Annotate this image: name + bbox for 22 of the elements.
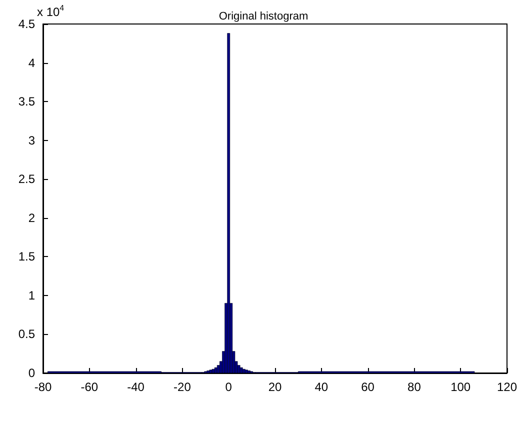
x-tick-label: 0	[225, 380, 232, 394]
x-tick-label: 60	[361, 380, 375, 394]
y-tick-label: 4.5	[18, 17, 36, 31]
x-tick-label: 100	[450, 380, 471, 394]
x-tick-label: 20	[268, 380, 282, 394]
y-tick-label: 3	[28, 133, 36, 148]
x-tick-label: -60	[80, 380, 98, 394]
x-tick-label: -80	[34, 380, 52, 394]
y-tick-label: 4	[28, 56, 36, 70]
y-tick-label: 0.5	[18, 327, 36, 342]
x-tick-label: -20	[174, 380, 192, 394]
chart-title: Original histogram	[218, 10, 308, 22]
y-tick-label: 0	[28, 366, 36, 380]
y-tick-label: 3.5	[18, 94, 36, 109]
x-tick-label: 80	[408, 380, 422, 394]
y-tick-label: 1.5	[18, 250, 36, 264]
x-tick-label: -40	[127, 380, 145, 394]
y-tick-label: 1	[28, 288, 36, 302]
x-tick-label: 40	[314, 380, 328, 394]
x-tick-label: 120	[496, 380, 518, 394]
y-tick-label: 2	[28, 210, 36, 225]
y-tick-label: 2.5	[18, 172, 36, 186]
